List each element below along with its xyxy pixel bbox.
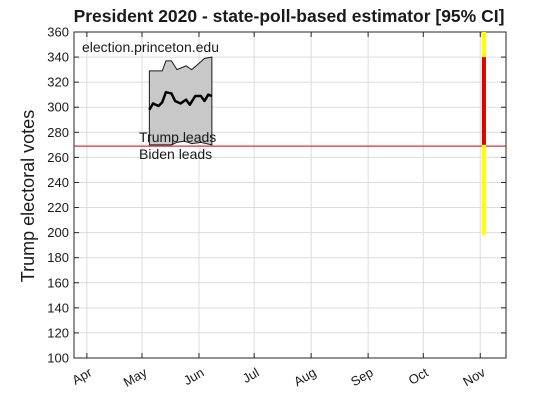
y-tick-label: 140 bbox=[47, 300, 69, 315]
x-tick-label: Aug bbox=[291, 365, 319, 390]
y-tick-label: 360 bbox=[47, 25, 69, 40]
y-tick-label: 260 bbox=[47, 150, 69, 165]
x-tick-label: Sep bbox=[348, 365, 376, 390]
x-tick-label: Jun bbox=[181, 365, 207, 388]
y-axis-label: Trump electoral votes bbox=[18, 110, 38, 282]
median-line bbox=[148, 90, 213, 111]
y-tick-label: 300 bbox=[47, 100, 69, 115]
y-tick-label: 160 bbox=[47, 275, 69, 290]
grid bbox=[73, 31, 507, 359]
chart-title: President 2020 - state-poll-based estima… bbox=[74, 6, 505, 26]
y-tick-label: 100 bbox=[47, 351, 69, 366]
y-tick-label: 280 bbox=[47, 125, 69, 140]
plot-frame bbox=[73, 31, 507, 359]
y-tick-label: 340 bbox=[47, 50, 69, 65]
confidence-band bbox=[148, 56, 213, 146]
y-tick-label: 180 bbox=[47, 250, 69, 265]
watermark-label: election.princeton.edu bbox=[82, 39, 219, 55]
y-tick-label: 220 bbox=[47, 200, 69, 215]
y-tick-label: 120 bbox=[47, 325, 69, 340]
y-tick-label: 320 bbox=[47, 75, 69, 90]
y-tick-label: 200 bbox=[47, 225, 69, 240]
x-tick-label: May bbox=[121, 364, 150, 390]
x-tick-label: Nov bbox=[460, 364, 488, 389]
confidence-band-layer bbox=[148, 56, 213, 146]
x-tick-label: Apr bbox=[69, 364, 95, 387]
y-tick-label: 240 bbox=[47, 175, 69, 190]
biden-leads-label: Biden leads bbox=[139, 146, 212, 162]
x-tick-label: Oct bbox=[406, 364, 431, 387]
trump-leads-label: Trump leads bbox=[139, 129, 216, 145]
x-tick-label: Jul bbox=[240, 365, 262, 386]
